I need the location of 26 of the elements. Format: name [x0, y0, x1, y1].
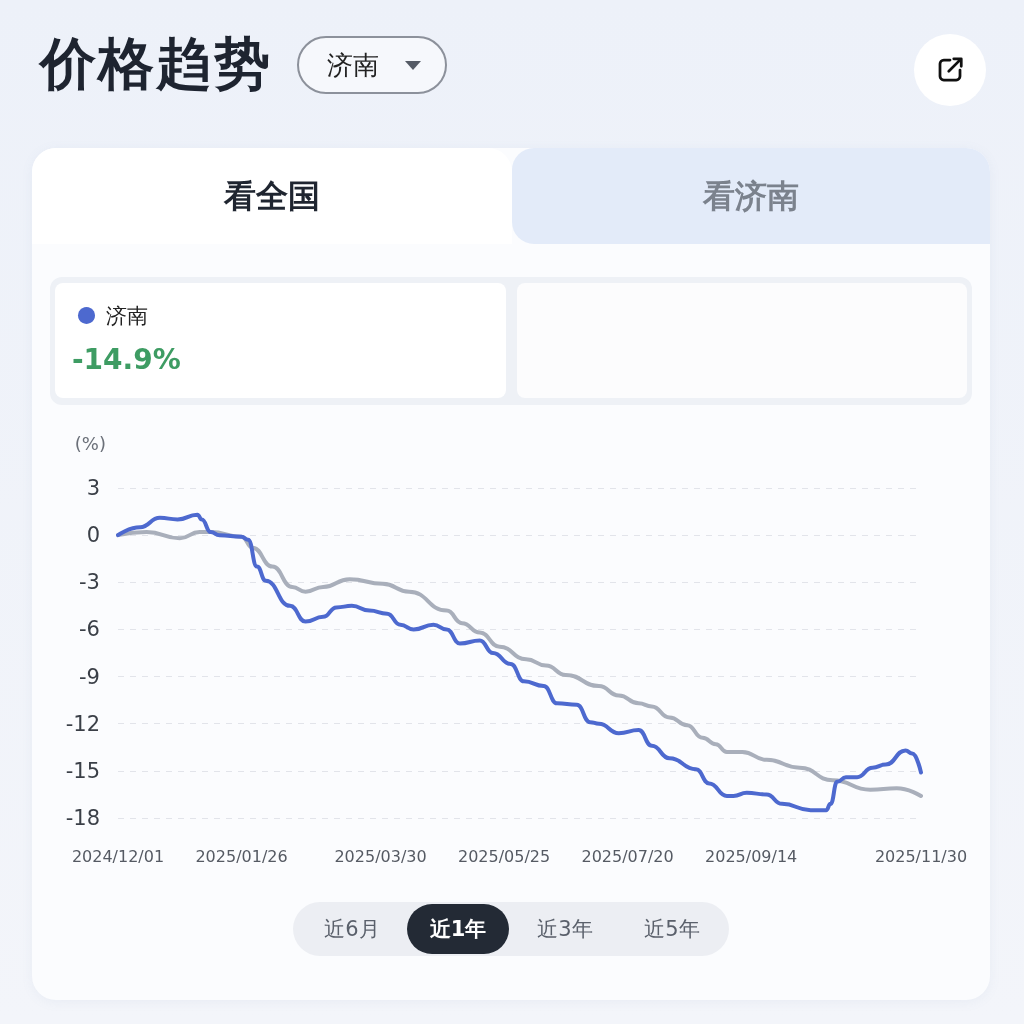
x-tick-label: 2025/07/20: [581, 846, 674, 866]
x-tick-label: 2025/03/30: [334, 846, 427, 866]
x-tick-label: 2025/01/26: [195, 846, 288, 866]
x-tick-label: 2025/09/14: [705, 846, 798, 866]
y-tick-label: 0: [86, 523, 100, 548]
legend-label: 济南: [106, 303, 148, 328]
button-label: 近6月: [323, 916, 381, 943]
y-tick-label: -6: [79, 617, 100, 642]
tab: 看济南: [512, 148, 990, 244]
chart-title: 价格趋势: [40, 30, 272, 98]
dropdown: 济南: [297, 36, 447, 94]
y-tick-label: -3: [79, 570, 100, 595]
x-tick-label: 2025/11/30: [874, 846, 968, 866]
button-label: 近5年: [643, 916, 701, 943]
tab: 看全国: [32, 148, 512, 244]
button-label: 近3年: [536, 916, 594, 943]
y-tick-label: -18: [65, 806, 100, 830]
text: -14.9%: [72, 342, 181, 378]
button: 近1年: [407, 904, 509, 954]
y-tick-label: -12: [65, 711, 100, 736]
y-tick-label: 3: [86, 476, 100, 500]
y-tick-label: -9: [79, 664, 100, 689]
x-tick-label: 2025/05/25: [457, 846, 551, 866]
x-tick-label: 2024/12/01: [71, 846, 165, 866]
y-axis-title: (%): [74, 432, 106, 454]
y-tick-label: -15: [65, 758, 100, 783]
